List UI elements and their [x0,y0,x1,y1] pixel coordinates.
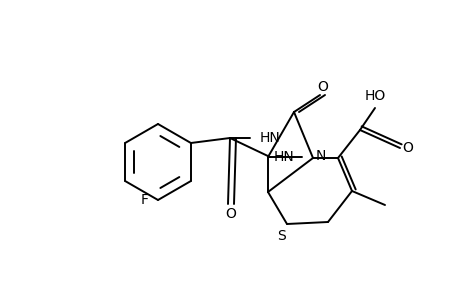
Text: O: O [225,207,236,221]
Text: S: S [277,229,286,243]
Text: O: O [317,80,328,94]
Text: F: F [141,193,149,207]
Text: HN: HN [273,150,294,164]
Text: HO: HO [364,89,385,103]
Text: O: O [402,141,413,155]
Text: N: N [315,149,325,163]
Text: HN: HN [259,131,280,145]
